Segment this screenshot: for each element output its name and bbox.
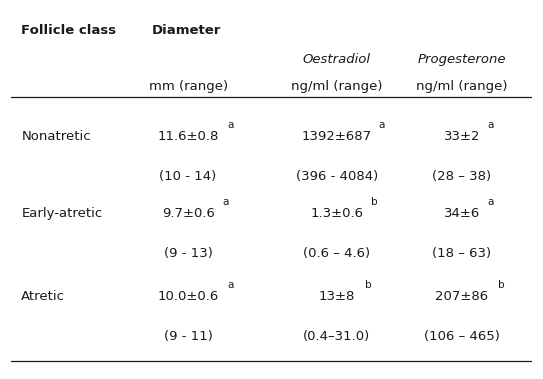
Text: Atretic: Atretic <box>21 290 65 303</box>
Text: a: a <box>488 196 494 207</box>
Text: Progesterone: Progesterone <box>418 53 506 66</box>
Text: (0.4–31.0): (0.4–31.0) <box>303 330 370 343</box>
Text: 34±6: 34±6 <box>444 207 480 220</box>
Text: a: a <box>222 196 229 207</box>
Text: (396 - 4084): (396 - 4084) <box>295 170 378 183</box>
Text: b: b <box>365 280 372 290</box>
Text: Early-atretic: Early-atretic <box>21 207 103 220</box>
Text: b: b <box>370 196 377 207</box>
Text: Nonatretic: Nonatretic <box>21 130 91 143</box>
Text: 207±86: 207±86 <box>435 290 488 303</box>
Text: b: b <box>498 280 505 290</box>
Text: (18 – 63): (18 – 63) <box>432 247 491 260</box>
Text: (0.6 – 4.6): (0.6 – 4.6) <box>303 247 370 260</box>
Text: Diameter: Diameter <box>151 24 221 37</box>
Text: 1.3±0.6: 1.3±0.6 <box>310 207 363 220</box>
Text: a: a <box>227 120 233 130</box>
Text: 33±2: 33±2 <box>444 130 480 143</box>
Text: a: a <box>378 120 385 130</box>
Text: mm (range): mm (range) <box>149 80 228 93</box>
Text: (9 - 13): (9 - 13) <box>163 247 212 260</box>
Text: 13±8: 13±8 <box>319 290 355 303</box>
Text: Follicle class: Follicle class <box>21 24 116 37</box>
Text: (106 – 465): (106 – 465) <box>424 330 500 343</box>
Text: a: a <box>488 120 494 130</box>
Text: Oestradiol: Oestradiol <box>302 53 371 66</box>
Text: (9 - 11): (9 - 11) <box>163 330 212 343</box>
Text: (28 – 38): (28 – 38) <box>432 170 491 183</box>
Text: 9.7±0.6: 9.7±0.6 <box>162 207 214 220</box>
Text: ng/ml (range): ng/ml (range) <box>291 80 382 93</box>
Text: a: a <box>227 280 233 290</box>
Text: (10 - 14): (10 - 14) <box>160 170 217 183</box>
Text: 10.0±0.6: 10.0±0.6 <box>157 290 219 303</box>
Text: 11.6±0.8: 11.6±0.8 <box>157 130 219 143</box>
Text: 1392±687: 1392±687 <box>301 130 372 143</box>
Text: ng/ml (range): ng/ml (range) <box>416 80 508 93</box>
